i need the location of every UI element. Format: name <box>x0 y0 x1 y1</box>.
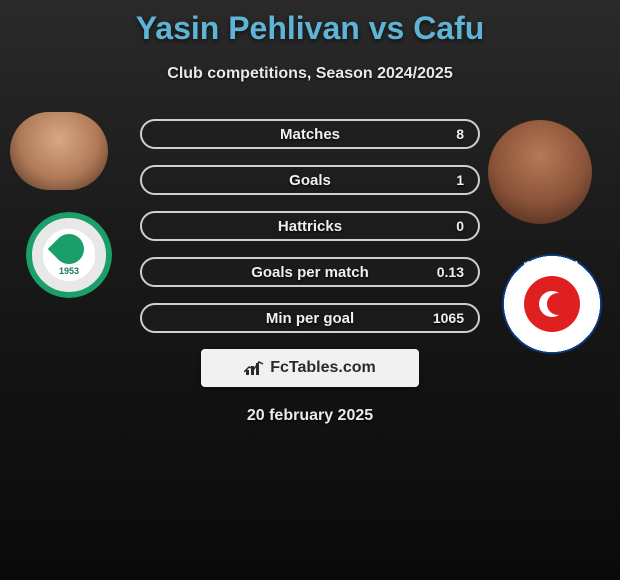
stat-value-right: 8 <box>456 126 464 142</box>
page-title: Yasin Pehlivan vs Cafu <box>0 0 620 47</box>
date-text: 20 february 2025 <box>0 407 620 425</box>
stat-row-matches: Matches 8 <box>140 119 480 149</box>
club-left-badge: 1953 <box>26 212 112 298</box>
stat-row-mpg: Min per goal 1065 <box>140 303 480 333</box>
stats-table: Matches 8 Goals 1 Hattricks 0 Goals per … <box>140 119 480 333</box>
brand-text: FcTables.com <box>270 359 376 377</box>
stat-label: Min per goal <box>266 310 354 327</box>
club-right-badge: KASIMPAŞA 1921 <box>502 254 602 354</box>
stat-row-gpm: Goals per match 0.13 <box>140 257 480 287</box>
stat-label: Goals <box>289 172 331 189</box>
player-right-avatar <box>488 120 592 224</box>
stat-label: Matches <box>280 126 340 143</box>
stat-value-right: 1065 <box>433 310 464 326</box>
chart-icon <box>244 360 264 376</box>
brand-badge[interactable]: FcTables.com <box>201 349 419 387</box>
stat-value-right: 1 <box>456 172 464 188</box>
stat-row-goals: Goals 1 <box>140 165 480 195</box>
stat-label: Hattricks <box>278 218 342 235</box>
stat-label: Goals per match <box>251 264 369 281</box>
stat-value-right: 0 <box>456 218 464 234</box>
stat-value-right: 0.13 <box>437 264 464 280</box>
stat-row-hattricks: Hattricks 0 <box>140 211 480 241</box>
player-left-avatar <box>10 112 108 190</box>
subtitle: Club competitions, Season 2024/2025 <box>0 65 620 83</box>
